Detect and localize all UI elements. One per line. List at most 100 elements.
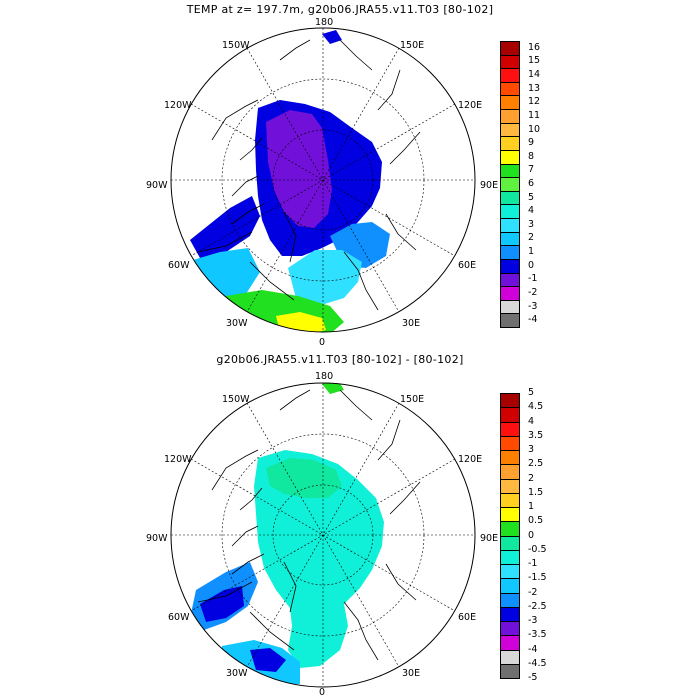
colorbar-tick-label: -3.5 bbox=[528, 629, 547, 641]
lon-label-150w: 150W bbox=[222, 40, 250, 51]
lon-label-120w: 120W bbox=[164, 454, 192, 465]
map-boundary bbox=[170, 382, 476, 688]
colorbar-swatch bbox=[500, 299, 520, 315]
colorbar-swatch bbox=[500, 464, 520, 480]
colorbar-swatch bbox=[500, 258, 520, 274]
ocean-field-dark-blue-south bbox=[250, 648, 286, 672]
colorbar-swatch bbox=[500, 478, 520, 494]
colorbar-swatch bbox=[500, 435, 520, 451]
colorbar-tick-label: 16 bbox=[528, 41, 541, 53]
colorbar-swatch bbox=[500, 163, 520, 179]
colorbar-swatch bbox=[500, 492, 520, 508]
map-boundary bbox=[170, 27, 476, 333]
colorbar-tick-label: 13 bbox=[528, 82, 541, 94]
colorbar-tick-label: 0 bbox=[528, 259, 535, 271]
lon-label-90w: 90W bbox=[146, 533, 168, 544]
colorbar-tick-label: 2 bbox=[528, 472, 535, 484]
colorbar-tick-label: 0 bbox=[528, 529, 535, 541]
lon-label-60w: 60W bbox=[168, 612, 190, 623]
colorbar: 16 15 14 13 12 11 10 9 8 7 6 5 4 3 2 1 0 -1 -2 -3 -4 bbox=[500, 41, 540, 328]
lon-label-180: 180 bbox=[315, 371, 334, 382]
colorbar-tick-label: -4 bbox=[528, 643, 538, 655]
colorbar-swatch bbox=[500, 649, 520, 665]
colorbar-swatch bbox=[500, 41, 520, 56]
colorbar-tick-label: -2 bbox=[528, 586, 538, 598]
colorbar-swatch bbox=[500, 68, 520, 83]
colorbar-swatch bbox=[500, 136, 520, 151]
lon-label-60w: 60W bbox=[168, 260, 190, 271]
colorbar-tick-label: 10 bbox=[528, 123, 541, 135]
lon-label-0: 0 bbox=[319, 337, 326, 348]
colorbar-tick-label: -3 bbox=[528, 615, 538, 626]
colorbar-tick-label: 3 bbox=[528, 218, 535, 230]
colorbar-tick-label: 1 bbox=[528, 246, 535, 258]
lon-label-150e: 150E bbox=[400, 394, 425, 405]
colorbar-swatch bbox=[500, 177, 520, 192]
colorbar-tick-label: 2 bbox=[528, 232, 535, 244]
colorbar-tick-label: 11 bbox=[528, 109, 541, 121]
colorbar-swatch bbox=[500, 231, 520, 247]
colorbar-swatch bbox=[500, 245, 520, 260]
lon-label-90e: 90E bbox=[480, 533, 499, 544]
colorbar-swatch bbox=[500, 313, 520, 328]
graticule bbox=[171, 383, 475, 687]
lon-label-0: 0 bbox=[319, 687, 326, 698]
colorbar-tick-label: 1 bbox=[528, 501, 535, 512]
colorbar-tick-label: 12 bbox=[528, 96, 541, 108]
colorbar-swatch bbox=[500, 393, 520, 409]
colorbar-tick-label: -2 bbox=[528, 286, 538, 298]
colorbar-tick-label: -2.5 bbox=[528, 600, 547, 612]
colorbar-tick-label: 3.5 bbox=[528, 429, 544, 441]
colorbar-swatch bbox=[500, 635, 520, 651]
colorbar-swatch bbox=[500, 109, 520, 124]
colorbar-swatch bbox=[500, 606, 520, 622]
ocean-field-dark-blue-west bbox=[200, 586, 244, 622]
temperature-map-panel: TEMP at z= 197.7m, g20b06.JRA55.v11.T03 … bbox=[146, 3, 540, 348]
colorbar-swatch bbox=[500, 149, 520, 165]
colorbar-swatch bbox=[500, 592, 520, 608]
lon-label-30w: 30W bbox=[226, 318, 248, 329]
ocean-field-cyan bbox=[254, 450, 384, 668]
colorbar-tick-label: 4 bbox=[528, 205, 535, 217]
lon-label-30e: 30E bbox=[402, 318, 421, 329]
colorbar-swatch bbox=[500, 564, 520, 580]
colorbar-swatch bbox=[500, 663, 520, 679]
colorbar-swatch bbox=[500, 190, 520, 206]
colorbar-swatch bbox=[500, 535, 520, 551]
lon-label-150e: 150E bbox=[400, 40, 425, 51]
colorbar-tick-label: -1 bbox=[528, 273, 538, 285]
ocean-field-blue-west bbox=[190, 196, 260, 258]
colorbar-tick-label: 15 bbox=[528, 55, 541, 67]
colorbar-swatch bbox=[500, 122, 520, 138]
colorbar-tick-label: 4.5 bbox=[528, 401, 544, 413]
colorbar-tick-label: 5 bbox=[528, 387, 535, 398]
polar-stereographic-map bbox=[170, 382, 476, 688]
lon-label-120e: 120E bbox=[458, 100, 483, 111]
colorbar-tick-label: 6 bbox=[528, 178, 535, 189]
difference-map-panel: g20b06.JRA55.v11.T03 [80-102] - [80-102] bbox=[0, 350, 700, 700]
map-title: g20b06.JRA55.v11.T03 [80-102] - [80-102] bbox=[216, 353, 464, 366]
lon-label-60e: 60E bbox=[458, 612, 477, 623]
graticule bbox=[171, 28, 475, 332]
lon-label-120e: 120E bbox=[458, 454, 483, 465]
colorbar-tick-label: -1 bbox=[528, 558, 538, 569]
colorbar-swatch bbox=[500, 286, 520, 301]
colorbar-tick-label: -3 bbox=[528, 300, 538, 312]
colorbar: 5 4.5 4 3.5 3 2.5 2 1.5 1 0.5 0 -0.5 -1 -1.5 -2 -2.5 -3 -… bbox=[500, 387, 547, 683]
ocean-field-purple bbox=[266, 110, 332, 228]
colorbar-tick-label: 9 bbox=[528, 137, 535, 149]
colorbar-swatch bbox=[500, 54, 520, 70]
ocean-field-cyan bbox=[288, 250, 362, 306]
coastline bbox=[197, 39, 421, 311]
colorbar-tick-label: 8 bbox=[528, 150, 535, 162]
colorbar-swatch bbox=[500, 578, 520, 594]
colorbar-tick-label: 0.5 bbox=[528, 515, 544, 527]
lon-label-120w: 120W bbox=[164, 100, 192, 111]
colorbar-tick-label: 14 bbox=[528, 69, 541, 81]
colorbar-swatch bbox=[500, 272, 520, 288]
colorbar-swatch bbox=[500, 549, 520, 565]
map-title: TEMP at z= 197.7m, g20b06.JRA55.v11.T03 … bbox=[186, 3, 494, 16]
lon-label-150w: 150W bbox=[222, 394, 250, 405]
colorbar-tick-label: 2.5 bbox=[528, 458, 544, 470]
ocean-field-blue-pacific bbox=[322, 30, 342, 44]
